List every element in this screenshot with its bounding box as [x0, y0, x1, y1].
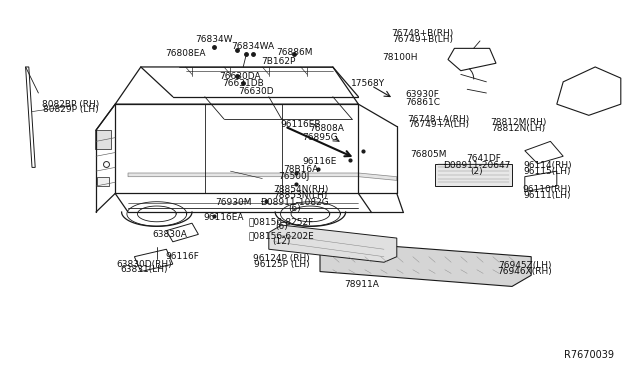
Text: 96110(RH): 96110(RH)	[523, 185, 572, 194]
Text: 63930F: 63930F	[406, 90, 439, 99]
Text: (12): (12)	[273, 237, 291, 246]
Text: Ⓝ08156-8252F: Ⓝ08156-8252F	[249, 217, 314, 226]
Text: 63831(LH): 63831(LH)	[120, 265, 168, 274]
Text: 17568Y: 17568Y	[351, 79, 385, 88]
Text: 78812M(RH): 78812M(RH)	[490, 118, 547, 127]
Text: 96114(RH): 96114(RH)	[523, 161, 572, 170]
Text: 8082BP (RH): 8082BP (RH)	[42, 100, 99, 109]
Text: 78853N(LH): 78853N(LH)	[274, 191, 328, 200]
Text: (2): (2)	[470, 167, 483, 176]
Text: 7641DF: 7641DF	[466, 154, 500, 163]
Polygon shape	[128, 173, 397, 180]
Text: 76895G: 76895G	[302, 133, 338, 142]
Text: 7B162P: 7B162P	[261, 57, 296, 66]
Text: 76630D: 76630D	[238, 87, 274, 96]
Text: 76631DB: 76631DB	[222, 79, 264, 88]
Text: 80829P (LH): 80829P (LH)	[43, 105, 98, 114]
Text: 96124P (RH): 96124P (RH)	[253, 254, 310, 263]
Text: 76749+A(LH): 76749+A(LH)	[408, 120, 469, 129]
Text: 76886M: 76886M	[276, 48, 313, 57]
Text: 76805M: 76805M	[410, 150, 447, 159]
Text: 96125P (LH): 96125P (LH)	[254, 260, 309, 269]
Text: 96116F: 96116F	[166, 252, 199, 261]
Text: 96115(LH): 96115(LH)	[524, 167, 571, 176]
Text: 63830D(RH): 63830D(RH)	[116, 260, 172, 269]
Bar	[97, 177, 109, 186]
Polygon shape	[269, 225, 397, 262]
Text: 78B16A: 78B16A	[283, 165, 319, 174]
Text: 78854N(RH): 78854N(RH)	[273, 185, 328, 194]
Text: 76748+B(RH): 76748+B(RH)	[391, 29, 454, 38]
Text: 76834WA: 76834WA	[231, 42, 275, 51]
Text: 96111(LH): 96111(LH)	[524, 191, 571, 200]
Text: 76946X(RH): 76946X(RH)	[497, 267, 552, 276]
Bar	[95, 130, 111, 149]
Polygon shape	[320, 242, 531, 286]
Text: Ð08911-1082G: Ð08911-1082G	[260, 198, 329, 207]
Text: 76749+B(LH): 76749+B(LH)	[392, 35, 453, 44]
Text: 96116E: 96116E	[303, 157, 337, 166]
Text: 76808A: 76808A	[309, 124, 344, 133]
Text: 78100H: 78100H	[382, 53, 418, 62]
Text: Ⓝ08156-6202E: Ⓝ08156-6202E	[249, 232, 314, 241]
Text: R7670039: R7670039	[564, 350, 614, 360]
Text: 76630DA: 76630DA	[219, 72, 261, 81]
Text: 96116EB: 96116EB	[280, 120, 321, 129]
Text: (6): (6)	[275, 222, 288, 231]
Text: (6): (6)	[288, 204, 301, 213]
Text: 76808EA: 76808EA	[165, 49, 206, 58]
Text: 76930M: 76930M	[215, 198, 252, 207]
Text: 76861C: 76861C	[405, 98, 440, 107]
Text: 96116EA: 96116EA	[204, 213, 244, 222]
Text: 63830A: 63830A	[152, 230, 187, 239]
Text: 78812N(LH): 78812N(LH)	[492, 124, 545, 133]
Text: 76834W: 76834W	[196, 35, 233, 44]
Text: 76945Z(LH): 76945Z(LH)	[498, 262, 552, 270]
Polygon shape	[435, 164, 512, 186]
Text: 76500J: 76500J	[278, 172, 310, 181]
Text: 76748+A(RH): 76748+A(RH)	[407, 115, 470, 124]
Text: Ð08911-20647: Ð08911-20647	[443, 161, 511, 170]
Text: 78911A: 78911A	[344, 280, 379, 289]
